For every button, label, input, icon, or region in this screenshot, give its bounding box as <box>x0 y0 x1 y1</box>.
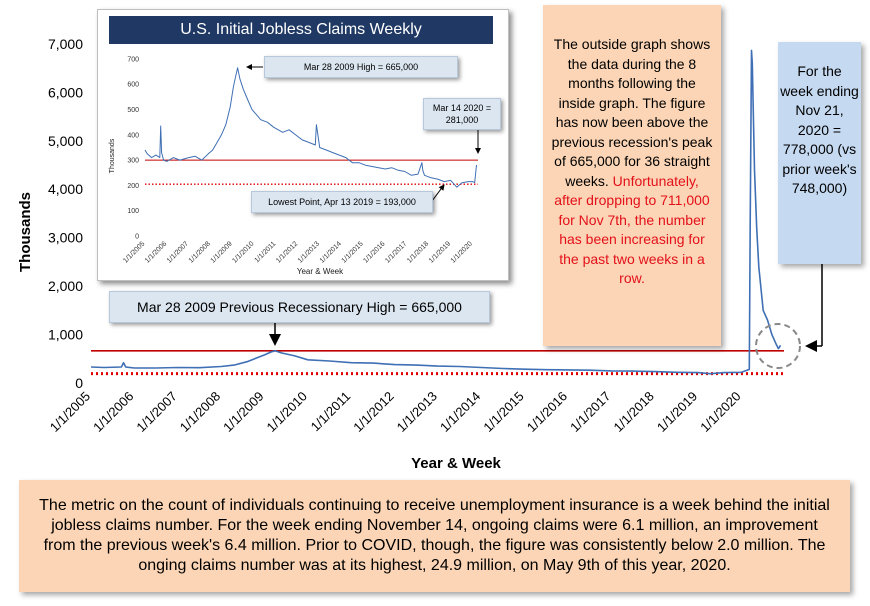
main-y-axis-label: Thousands <box>17 192 34 272</box>
inset-y-tick-7: 700 <box>127 56 139 63</box>
inset-chart-panel: 0 100 200 300 400 500 600 700 1/1/2005 1/1/2006 1… <box>97 9 509 281</box>
outside-graph-text: The outside graph shows the data during … <box>551 36 713 189</box>
inset-x-tick-5: 1/1/2010 <box>231 240 255 264</box>
main-y-tick-2: 2,000 <box>48 278 83 294</box>
inset-x-tick-11: 1/1/2016 <box>362 240 386 264</box>
main-x-tick-6: 1/1/2011 <box>308 389 354 435</box>
main-y-tick-1: 1,000 <box>48 326 83 342</box>
inset-x-tick-1: 1/1/2006 <box>144 240 168 264</box>
main-x-tick-13: 1/1/2018 <box>610 389 656 435</box>
inset-y-tick-4: 400 <box>127 132 139 139</box>
inset-y-tick-0: 0 <box>135 233 139 240</box>
inset-x-tick-14: 1/1/2019 <box>428 240 452 264</box>
main-y-tick-4: 4,000 <box>48 181 83 197</box>
main-x-tick-5: 1/1/2010 <box>264 389 310 435</box>
inset-y-tick-2: 200 <box>127 183 139 190</box>
latest-week-highlight-circle <box>755 323 801 369</box>
inset-x-tick-2: 1/1/2007 <box>166 240 190 264</box>
inset-low-callout: Lowest Point, Apr 13 2019 = 193,000 <box>251 191 433 213</box>
inset-x-tick-10: 1/1/2015 <box>341 240 365 264</box>
main-x-tick-10: 1/1/2015 <box>480 389 526 435</box>
inset-x-tick-0: 1/1/2005 <box>122 240 146 264</box>
main-y-tick-5: 5,000 <box>48 133 83 149</box>
main-x-tick-1: 1/1/2006 <box>90 389 136 435</box>
main-series-line <box>90 49 782 375</box>
inset-x-tick-12: 1/1/2017 <box>384 240 408 264</box>
main-x-tick-7: 1/1/2012 <box>350 389 396 435</box>
inset-low-arrow <box>431 184 445 202</box>
inset-chart-title: U.S. Initial Jobless Claims Weekly <box>109 16 493 44</box>
main-x-tick-15: 1/1/2020 <box>697 389 743 435</box>
main-x-tick-9: 1/1/2014 <box>437 389 483 435</box>
main-x-tick-4: 1/1/2009 <box>220 389 266 435</box>
main-y-tick-3: 3,000 <box>48 230 83 246</box>
main-x-tick-3: 1/1/2008 <box>177 389 223 435</box>
main-x-tick-8: 1/1/2013 <box>394 389 440 435</box>
main-y-tick-7: 7,000 <box>48 36 83 52</box>
inset-x-tick-15: 1/1/2020 <box>450 240 474 264</box>
inset-x-tick-7: 1/1/2012 <box>275 240 299 264</box>
main-x-axis-label: Year & Week <box>411 455 501 472</box>
inset-y-tick-6: 600 <box>127 82 139 89</box>
inset-x-tick-9: 1/1/2014 <box>319 240 343 264</box>
main-x-tick-0: 1/1/2005 <box>47 389 93 435</box>
main-x-tick-14: 1/1/2019 <box>654 389 700 435</box>
inset-x-tick-3: 1/1/2008 <box>188 240 212 264</box>
inset-x-tick-8: 1/1/2013 <box>297 240 321 264</box>
inset-x-axis-label: Year & Week <box>297 267 344 276</box>
main-y-tick-6: 6,000 <box>48 84 83 100</box>
inset-series-line <box>144 67 477 188</box>
inset-y-tick-3: 300 <box>127 158 139 165</box>
inset-y-tick-1: 100 <box>127 208 139 215</box>
inset-x-tick-6: 1/1/2011 <box>254 240 278 264</box>
outside-graph-warning: Unfortunately, after dropping to 711,000… <box>554 172 710 287</box>
recession-high-callout: Mar 28 2009 Previous Recessionary High =… <box>109 291 490 323</box>
outside-graph-note: The outside graph shows the data during … <box>543 5 721 346</box>
latest-week-note: For the week ending Nov 21, 2020 = 778,0… <box>778 42 861 264</box>
inset-x-tick-4: 1/1/2009 <box>210 240 234 264</box>
inset-y-axis-label: Thousands <box>109 138 116 173</box>
inset-x-tick-13: 1/1/2018 <box>406 240 430 264</box>
inset-y-tick-5: 500 <box>127 107 139 114</box>
inset-mar14-callout: Mar 14 2020 = 281,000 <box>423 98 501 130</box>
main-x-tick-2: 1/1/2007 <box>133 389 179 435</box>
continuing-claims-note: The metric on the count of individuals c… <box>19 480 850 592</box>
main-x-tick-11: 1/1/2016 <box>524 389 570 435</box>
inset-high-callout: Mar 28 2009 High = 665,000 <box>264 56 458 78</box>
continuing-claims-text: The metric on the count of individuals c… <box>39 497 830 574</box>
main-x-tick-12: 1/1/2017 <box>567 389 613 435</box>
main-y-tick-0: 0 <box>75 375 83 391</box>
